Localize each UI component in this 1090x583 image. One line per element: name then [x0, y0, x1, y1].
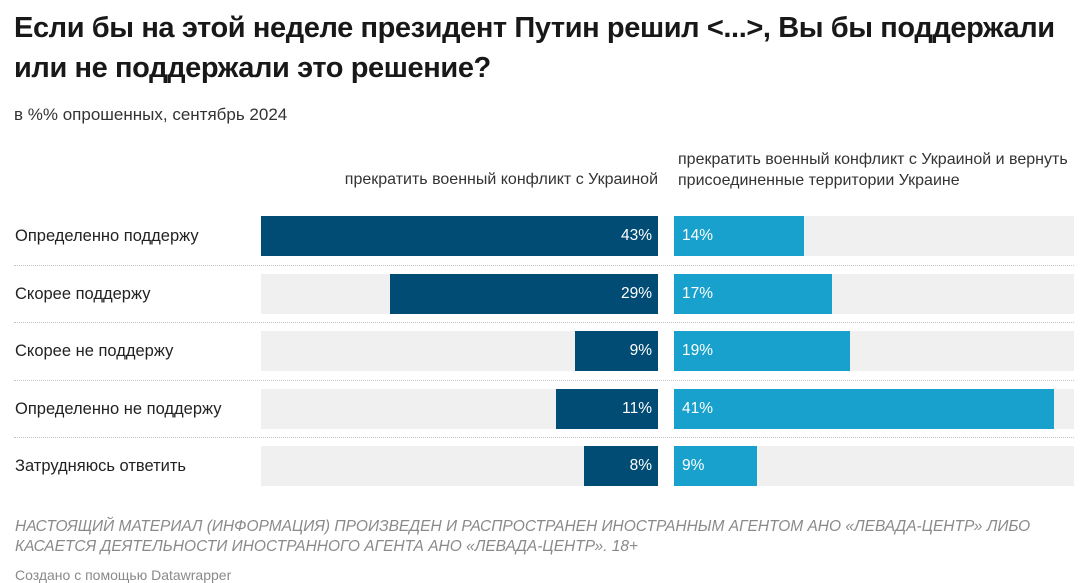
chart-title: Если бы на этой неделе президент Путин р…: [14, 12, 1055, 84]
data-label: 43%: [620, 227, 652, 244]
data-label: 8%: [629, 457, 652, 474]
bar-stop-conflict: 11%: [556, 388, 658, 429]
datawrapper-credit: Создано с помощью Datawrapper: [15, 567, 232, 583]
category-label: Скорее не поддержу: [15, 342, 174, 360]
data-label: 29%: [620, 284, 652, 302]
data-label: 19%: [682, 342, 714, 359]
bar-stop-conflict: 43%: [261, 216, 658, 256]
bar-stop-conflict: 29%: [390, 273, 658, 314]
row-separator: [14, 437, 1074, 438]
row-separator: [14, 379, 1074, 381]
bar-track: 11%: [261, 388, 658, 429]
bar-stop-and-return: 9%: [674, 446, 758, 486]
data-label: 14%: [682, 227, 714, 244]
bar-stop-and-return: 14%: [674, 216, 804, 256]
chart-row: Определенно поддержу 43% 14%: [0, 216, 1090, 256]
category-label: Определенно поддержу: [15, 227, 199, 245]
bar-stop-and-return: 41%: [674, 388, 1054, 429]
bar-track: 14%: [674, 216, 1074, 256]
series-header-stop-conflict: прекратить военный конфликт с Украиной: [344, 171, 658, 188]
data-label: 41%: [682, 399, 714, 417]
bar-track: 19%: [674, 331, 1074, 371]
bar-stop-and-return: 17%: [674, 273, 832, 314]
chart-row: Скорее не поддержу 9% 19%: [0, 331, 1090, 371]
row-separator: [14, 264, 1074, 266]
category-label: Затрудняюсь ответить: [15, 457, 187, 475]
bar-stop-conflict: 8%: [584, 446, 658, 486]
series-header-stop-and-return: прекратить военный конфликт с Украиной и…: [678, 151, 1068, 189]
chart-row: Затрудняюсь ответить 8% 9%: [0, 446, 1090, 486]
bar-track: 9%: [261, 331, 658, 371]
row-separator: [14, 322, 1074, 323]
bar-stop-conflict: 9%: [574, 331, 658, 371]
chart-subtitle: в %% опрошенных, сентябрь 2024: [14, 105, 288, 124]
bar-track: 9%: [674, 446, 1074, 486]
foreign-agent-notice: НАСТОЯЩИЙ МАТЕРИАЛ (ИНФОРМАЦИЯ) ПРОИЗВЕД…: [15, 518, 1031, 555]
bar-track: 41%: [674, 388, 1074, 429]
bar-track: 8%: [261, 446, 658, 486]
bar-track: 17%: [674, 273, 1074, 314]
category-label: Скорее поддержу: [15, 284, 151, 303]
data-label: 11%: [622, 399, 652, 417]
data-label: 17%: [682, 284, 714, 302]
chart-row: Определенно не поддержу 11% 41%: [0, 388, 1090, 429]
bar-track: 29%: [261, 273, 658, 314]
chart-row: Скорее поддержу 29% 17%: [0, 273, 1090, 314]
data-label: 9%: [629, 342, 652, 359]
data-label: 9%: [682, 457, 705, 474]
category-label: Определенно не поддержу: [15, 399, 222, 418]
bar-stop-and-return: 19%: [674, 331, 851, 371]
bar-track: 43%: [261, 216, 658, 256]
